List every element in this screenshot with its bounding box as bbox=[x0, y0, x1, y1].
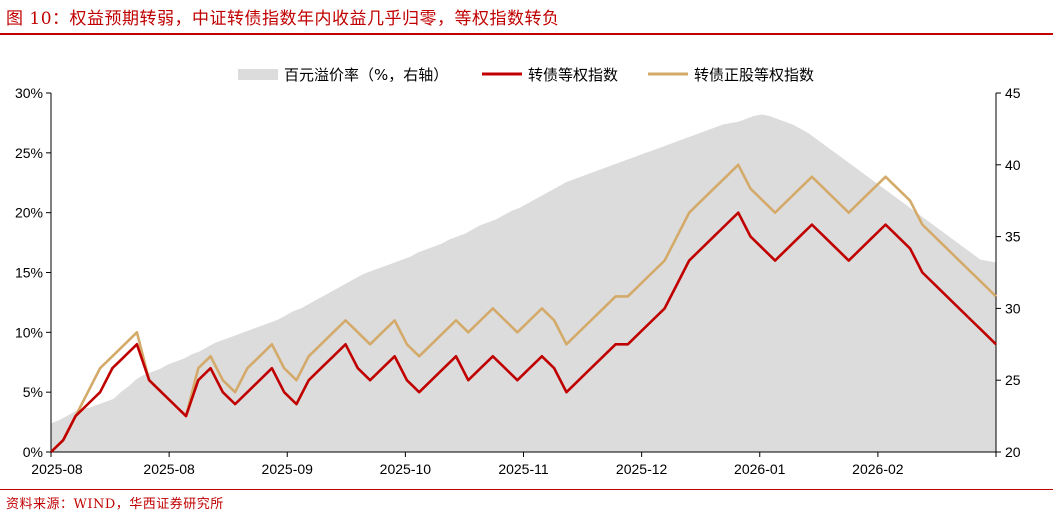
x-tick-label: 2025-09 bbox=[262, 461, 314, 477]
line-stock-equal-weight bbox=[50, 163, 997, 453]
right-tick-label: 45 bbox=[1005, 85, 1021, 101]
source-rule bbox=[0, 489, 1053, 490]
chart-title: 图 10：权益预期转弱，中证转债指数年内收益几乎归零，等权指数转负 bbox=[6, 9, 560, 29]
lines-layer bbox=[50, 163, 997, 453]
premium-area-layer bbox=[51, 114, 996, 452]
legend-label-premium: 百元溢价率（%，右轴） bbox=[284, 66, 448, 84]
x-tick-label: 2026-02 bbox=[852, 461, 904, 477]
right-tick-label: 25 bbox=[1005, 372, 1021, 388]
x-tick-label: 2026-01 bbox=[734, 461, 786, 477]
title-rule bbox=[0, 33, 1053, 35]
line-equal-weight bbox=[50, 211, 997, 453]
right-tick-label: 20 bbox=[1005, 444, 1021, 460]
left-tick-label: 0% bbox=[23, 444, 43, 460]
right-tick-label: 30 bbox=[1005, 300, 1021, 316]
source-note: 资料来源：WIND，华西证券研究所 bbox=[6, 497, 224, 512]
legend: 百元溢价率（%，右轴） 转债等权指数 转债正股等权指数 bbox=[238, 66, 814, 84]
x-tick-label: 2025-10 bbox=[380, 461, 432, 477]
x-tick-label: 2025-08 bbox=[143, 461, 195, 477]
premium-area bbox=[51, 114, 996, 452]
right-tick-label: 35 bbox=[1005, 229, 1021, 245]
left-tick-label: 25% bbox=[15, 145, 43, 161]
left-tick-label: 10% bbox=[15, 324, 43, 340]
x-tick-label: 2025-12 bbox=[616, 461, 668, 477]
x-tick-label: 2025-11 bbox=[498, 461, 549, 477]
ticks-layer: 0% 5% 10% 15% 20% 25% 30% 20 25 30 35 40 45 2025-08 20… bbox=[15, 85, 1021, 477]
right-tick-label: 40 bbox=[1005, 157, 1021, 173]
legend-label-equal-weight: 转债等权指数 bbox=[528, 66, 618, 84]
legend-label-stock-equal-weight: 转债正股等权指数 bbox=[694, 66, 814, 84]
x-tick-label: 2025-08 bbox=[31, 461, 83, 477]
left-tick-label: 20% bbox=[15, 205, 43, 221]
left-tick-label: 15% bbox=[15, 265, 43, 281]
left-tick-label: 5% bbox=[23, 384, 43, 400]
legend-swatch-premium bbox=[238, 69, 278, 80]
left-tick-label: 30% bbox=[15, 85, 43, 101]
